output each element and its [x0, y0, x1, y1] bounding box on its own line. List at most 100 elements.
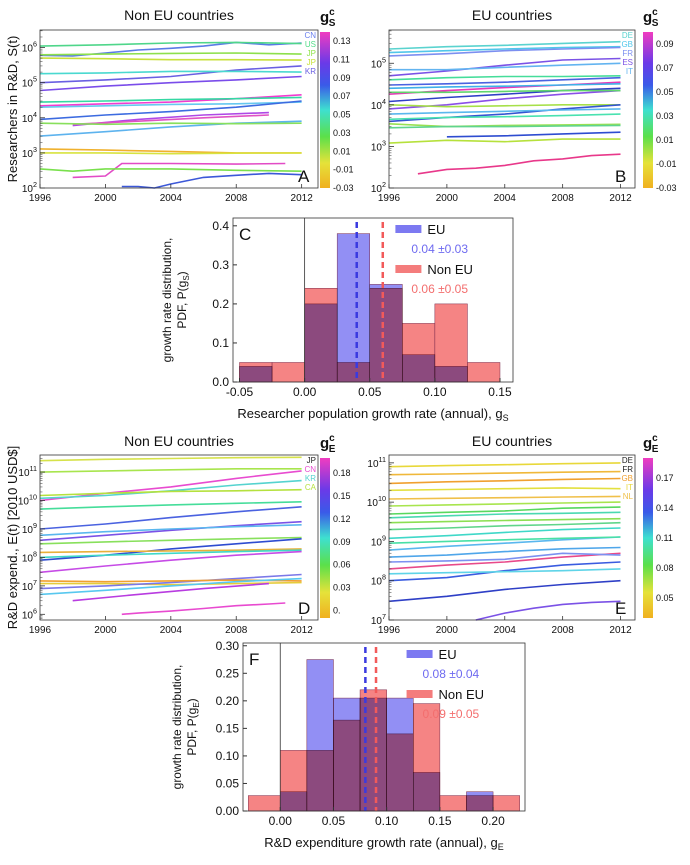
- series-line-s14: [39, 120, 302, 137]
- series-line-s9: [388, 83, 621, 90]
- y-tick-label: 1011: [18, 464, 37, 479]
- series-line-IT: [389, 62, 621, 71]
- plot-frame: [388, 454, 636, 621]
- panel-F: growth rate distribution, PDF, P(gE) 0.00 0…: [170, 639, 526, 852]
- panel-A: Non EU countries Researchers in R&D, S(t)…: [5, 7, 354, 204]
- panel-title: Non EU countries: [124, 7, 234, 23]
- series-line-GB: [388, 477, 621, 485]
- series-line-s7: [39, 75, 302, 92]
- legend-swatch-non-eu: [395, 265, 422, 273]
- series-line-JP: [39, 52, 302, 56]
- x-tick-label: 2004: [160, 625, 183, 636]
- x-tick-label: 0.20: [481, 814, 505, 828]
- legend-label: Non EU: [439, 687, 485, 702]
- x-tick-label: 2008: [225, 625, 248, 636]
- legend-mean-annotation: 0.09 ±0.05: [423, 707, 480, 721]
- country-label-KR: KR: [305, 67, 316, 76]
- bar-eu: [434, 366, 468, 383]
- colorbar-tick-label: 0.11: [333, 55, 350, 65]
- x-tick-label: 2008: [552, 193, 575, 204]
- colorbar-tick-label: 0.17: [656, 473, 674, 483]
- series-line-s16: [388, 552, 621, 563]
- series-line-s10: [39, 536, 302, 545]
- series-line-NL: [388, 495, 621, 500]
- series-line-s20: [121, 172, 302, 189]
- bar-non-eu: [439, 795, 467, 812]
- x-tick-label: 2000: [436, 193, 459, 204]
- country-label-JP: JP: [307, 58, 316, 67]
- x-tick-label: 0.10: [375, 814, 399, 828]
- panel-letter: A: [298, 167, 310, 186]
- bar-eu: [333, 697, 361, 812]
- y-axis-label: growth rate distribution,: [170, 665, 184, 790]
- panel-letter: F: [249, 650, 259, 669]
- x-tick-label: 2012: [291, 625, 314, 636]
- series-line-s15: [388, 552, 621, 570]
- x-axis-label: R&D expenditure growth rate (annual), gE: [264, 835, 503, 852]
- colorbar-tick-label: 0.05: [333, 110, 351, 120]
- series-line-s11: [388, 527, 621, 540]
- x-tick-label: 0.10: [423, 385, 447, 399]
- series-line-s18: [72, 162, 286, 179]
- country-label-JP: JP: [307, 456, 316, 465]
- x-tick-label: 0.05: [358, 385, 382, 399]
- colorbar-tick-label: 0.18: [333, 468, 351, 478]
- colorbar-tick-label: 0.09: [656, 39, 674, 49]
- y-tick-label: 1010: [367, 494, 386, 509]
- series-line-s13: [388, 536, 621, 544]
- colorbar-title: gc S: [320, 7, 336, 29]
- x-tick-label: 0.00: [269, 814, 293, 828]
- legend-swatch-eu: [395, 225, 422, 233]
- series-line-s14: [39, 550, 302, 574]
- series-line-s6: [388, 501, 621, 507]
- series-line-s20: [121, 602, 286, 616]
- x-tick-label: 1996: [378, 193, 401, 204]
- series-line-s19: [388, 579, 621, 603]
- series-line-s15: [388, 108, 621, 115]
- colorbar-tick-label: 0.06: [333, 560, 351, 570]
- country-label-GB: GB: [621, 474, 633, 483]
- colorbar-title: gc E: [320, 433, 336, 455]
- colorbar-tick-label: -0.01: [333, 165, 354, 175]
- x-tick-label: 1996: [378, 625, 401, 636]
- series-line-s9: [39, 524, 302, 537]
- series-line-s13: [39, 549, 302, 559]
- colorbar-tick-label: 0.03: [656, 111, 674, 121]
- series-line-s19: [72, 582, 269, 602]
- series-line-s7: [39, 501, 302, 510]
- series-line-s6: [39, 70, 302, 75]
- y-tick-label: 0.00: [216, 804, 240, 818]
- colorbar: [320, 32, 330, 188]
- bar-eu: [304, 303, 338, 383]
- x-tick-label: 1996: [29, 193, 52, 204]
- y-tick-label: 0.4: [212, 219, 229, 233]
- y-tick-label: 102: [371, 180, 386, 195]
- series-line-s8: [388, 511, 621, 519]
- colorbar-tick-label: 0.05: [656, 593, 674, 603]
- colorbar-tick-label: 0.13: [333, 36, 351, 46]
- x-tick-label: 2000: [94, 625, 117, 636]
- x-tick-label: -0.05: [226, 385, 254, 399]
- x-tick-label: 0.00: [293, 385, 317, 399]
- country-label-DE: DE: [622, 31, 633, 40]
- panel-B: EU countries 1996 2000 2004 2008 2012 102 103 10…: [371, 7, 677, 204]
- series-line-s18: [388, 124, 621, 129]
- series-line-ES: [388, 57, 621, 77]
- bar-eu: [279, 791, 308, 812]
- y-tick-label: 105: [22, 75, 37, 90]
- series-line-s18: [388, 568, 621, 575]
- bar-eu: [402, 354, 436, 383]
- panel-letter: E: [615, 599, 626, 618]
- colorbar-tick-label: -0.03: [656, 183, 677, 193]
- bar-non-eu: [248, 795, 281, 812]
- panel-D: Non EU countries R&D expend., E(t) [2010 …: [5, 433, 351, 636]
- series-line-US: [39, 41, 302, 47]
- series-line-s13: [388, 104, 621, 108]
- y-tick-label: 0.30: [216, 639, 240, 653]
- x-tick-label: 1996: [29, 625, 52, 636]
- y-tick-label: 109: [371, 533, 386, 548]
- series-line-s12: [39, 548, 302, 554]
- y-tick-label: 1011: [367, 455, 386, 470]
- x-tick-label: 2000: [94, 193, 117, 204]
- y-tick-label: 104: [371, 97, 386, 112]
